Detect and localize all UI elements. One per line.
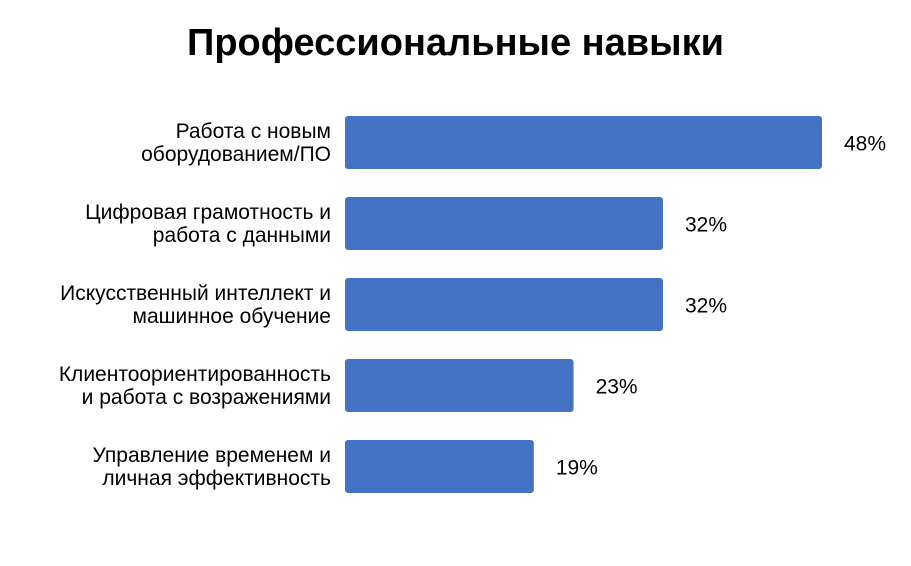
category-label-line: Работа с новым	[176, 120, 331, 143]
value-label-1: 48%	[844, 133, 886, 156]
bar-1	[345, 116, 822, 169]
category-label-1: Работа с новым оборудованием/ПО	[141, 120, 331, 166]
category-label-line: и работа с возражениями	[82, 386, 331, 409]
category-label-line: оборудованием/ПО	[141, 143, 331, 166]
value-label-5: 19%	[556, 457, 598, 480]
value-label-2: 32%	[685, 214, 727, 237]
bar-4	[345, 359, 574, 412]
category-label-line: личная эффективность	[102, 467, 331, 490]
category-label-4: Клиентоориентированность и работа с возра…	[59, 363, 331, 409]
value-label-4: 23%	[596, 376, 638, 399]
category-label-line: машинное обучение	[133, 305, 331, 328]
category-label-line: Цифровая грамотность и	[85, 201, 331, 224]
bar-2	[345, 197, 663, 250]
bar-3	[345, 278, 663, 331]
category-label-3: Искусственный интеллект и машинное обучен…	[60, 282, 331, 328]
value-labels: 48% 32% 32% 23% 19%	[556, 133, 886, 480]
value-label-3: 32%	[685, 295, 727, 318]
category-label-line: Искусственный интеллект и	[60, 282, 331, 305]
chart-title: Профессиональные навыки	[187, 22, 724, 64]
category-label-2: Цифровая грамотность и работа с данными	[85, 201, 331, 247]
bar-5	[345, 440, 534, 493]
category-labels: Работа с новым оборудованием/ПО Цифровая г…	[59, 120, 331, 490]
category-label-line: Управление временем и	[93, 444, 332, 467]
category-label-line: работа с данными	[153, 224, 331, 247]
category-label-line: Клиентоориентированность	[59, 363, 331, 386]
category-label-5: Управление временем и личная эффективност…	[93, 444, 332, 490]
bars-layer	[345, 116, 822, 493]
